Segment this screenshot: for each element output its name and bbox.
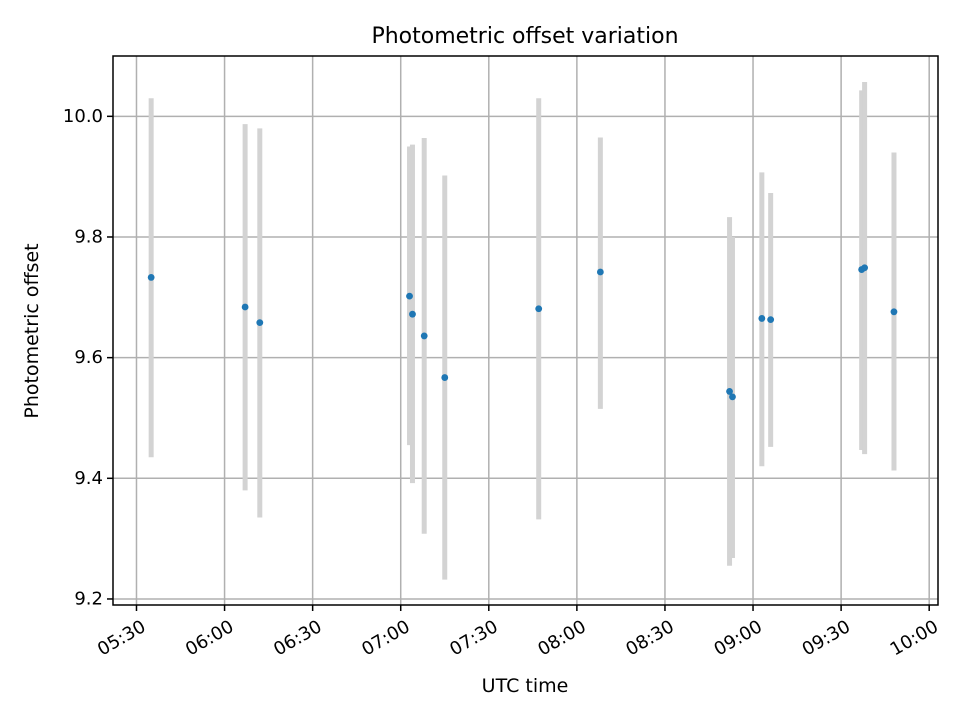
data-point	[861, 264, 869, 272]
data-point	[535, 305, 543, 313]
y-tick-label: 9.6	[74, 347, 103, 368]
x-tick-label: 06:00	[182, 616, 237, 660]
data-points	[147, 264, 898, 401]
plot-frame	[112, 55, 939, 606]
x-tick-label: 08:00	[534, 616, 589, 660]
x-tick-label: 05:30	[94, 616, 149, 660]
x-tick-label: 09:00	[711, 616, 766, 660]
data-point	[767, 316, 775, 324]
data-point	[890, 308, 898, 316]
data-point	[758, 315, 766, 322]
x-tick-label: 09:30	[799, 616, 854, 660]
y-axis-label: Photometric offset	[21, 243, 43, 418]
x-tick-label: 10:00	[887, 616, 942, 660]
data-point	[256, 319, 264, 327]
x-tick-label: 07:30	[446, 616, 501, 660]
data-point	[420, 332, 428, 340]
chart-title: Photometric offset variation	[371, 24, 678, 49]
data-point	[726, 388, 733, 395]
data-point	[729, 393, 736, 401]
x-tick-label: 06:30	[270, 616, 325, 660]
data-point	[596, 268, 604, 276]
x-tick-label: 08:30	[622, 616, 677, 660]
y-tick-label: 9.2	[74, 588, 103, 609]
y-tick-label: 9.8	[74, 226, 103, 247]
data-point	[409, 310, 416, 318]
y-tick-label: 9.4	[74, 468, 103, 489]
grid	[113, 56, 938, 605]
x-axis-label: UTC time	[482, 675, 569, 697]
data-point	[406, 292, 413, 300]
y-axis: 9.2 9.4 9.6 9.8 10.0	[63, 106, 113, 609]
data-point	[241, 303, 249, 311]
y-tick-label: 10.0	[63, 106, 103, 127]
x-tick-label: 07:00	[358, 616, 413, 660]
data-point	[441, 374, 449, 381]
error-bars	[148, 81, 897, 580]
x-axis: 05:30 06:00 06:30 07:00 07:30 08:00 08:30 09:00…	[94, 605, 942, 660]
data-point	[147, 274, 155, 281]
